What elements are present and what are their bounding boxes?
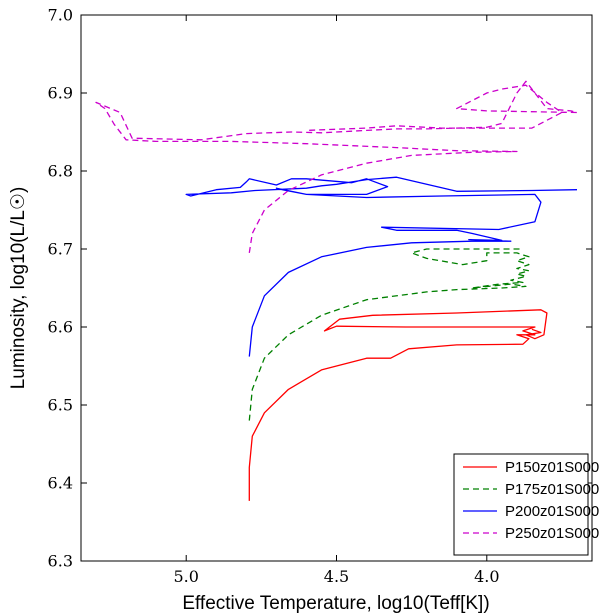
- y-tick-label: 6.6: [48, 318, 73, 337]
- x-tick-label: 5.0: [173, 567, 198, 586]
- y-tick-label: 6.3: [48, 552, 73, 571]
- series-line-3: [185, 176, 578, 357]
- x-axis-label: Effective Temperature, log10(Teff[K]): [182, 593, 489, 614]
- y-axis-label: Luminosity, log10(L/L☉): [8, 187, 29, 390]
- x-tick-label: 4.0: [474, 567, 499, 586]
- series-line-1: [248, 309, 548, 501]
- legend-label: P200z01S000: [505, 503, 599, 520]
- y-tick-label: 7.0: [48, 6, 73, 25]
- y-tick-label: 6.8: [48, 162, 73, 181]
- legend-label: P150z01S000: [505, 459, 599, 476]
- series-line-4: [95, 80, 578, 253]
- legend-label: P250z01S000: [505, 525, 599, 542]
- legend-label: P175z01S000: [505, 481, 599, 498]
- axis-ticks: 5.0 4.5 4.0 6.3 6.4 6.5 6.6 6.7 6.8 6.9 7.0: [48, 6, 592, 586]
- y-tick-label: 6.5: [48, 396, 73, 415]
- y-tick-label: 6.9: [48, 84, 73, 103]
- series-layer: [95, 80, 578, 501]
- y-tick-label: 6.7: [48, 240, 73, 259]
- legend-box: [453, 453, 589, 556]
- y-tick-label: 6.4: [48, 474, 73, 493]
- legend: P150z01S000 P175z01S000 P200z01S000 P250z01…: [453, 453, 599, 556]
- series-line-2: [248, 248, 530, 421]
- x-tick-label: 4.5: [324, 567, 349, 586]
